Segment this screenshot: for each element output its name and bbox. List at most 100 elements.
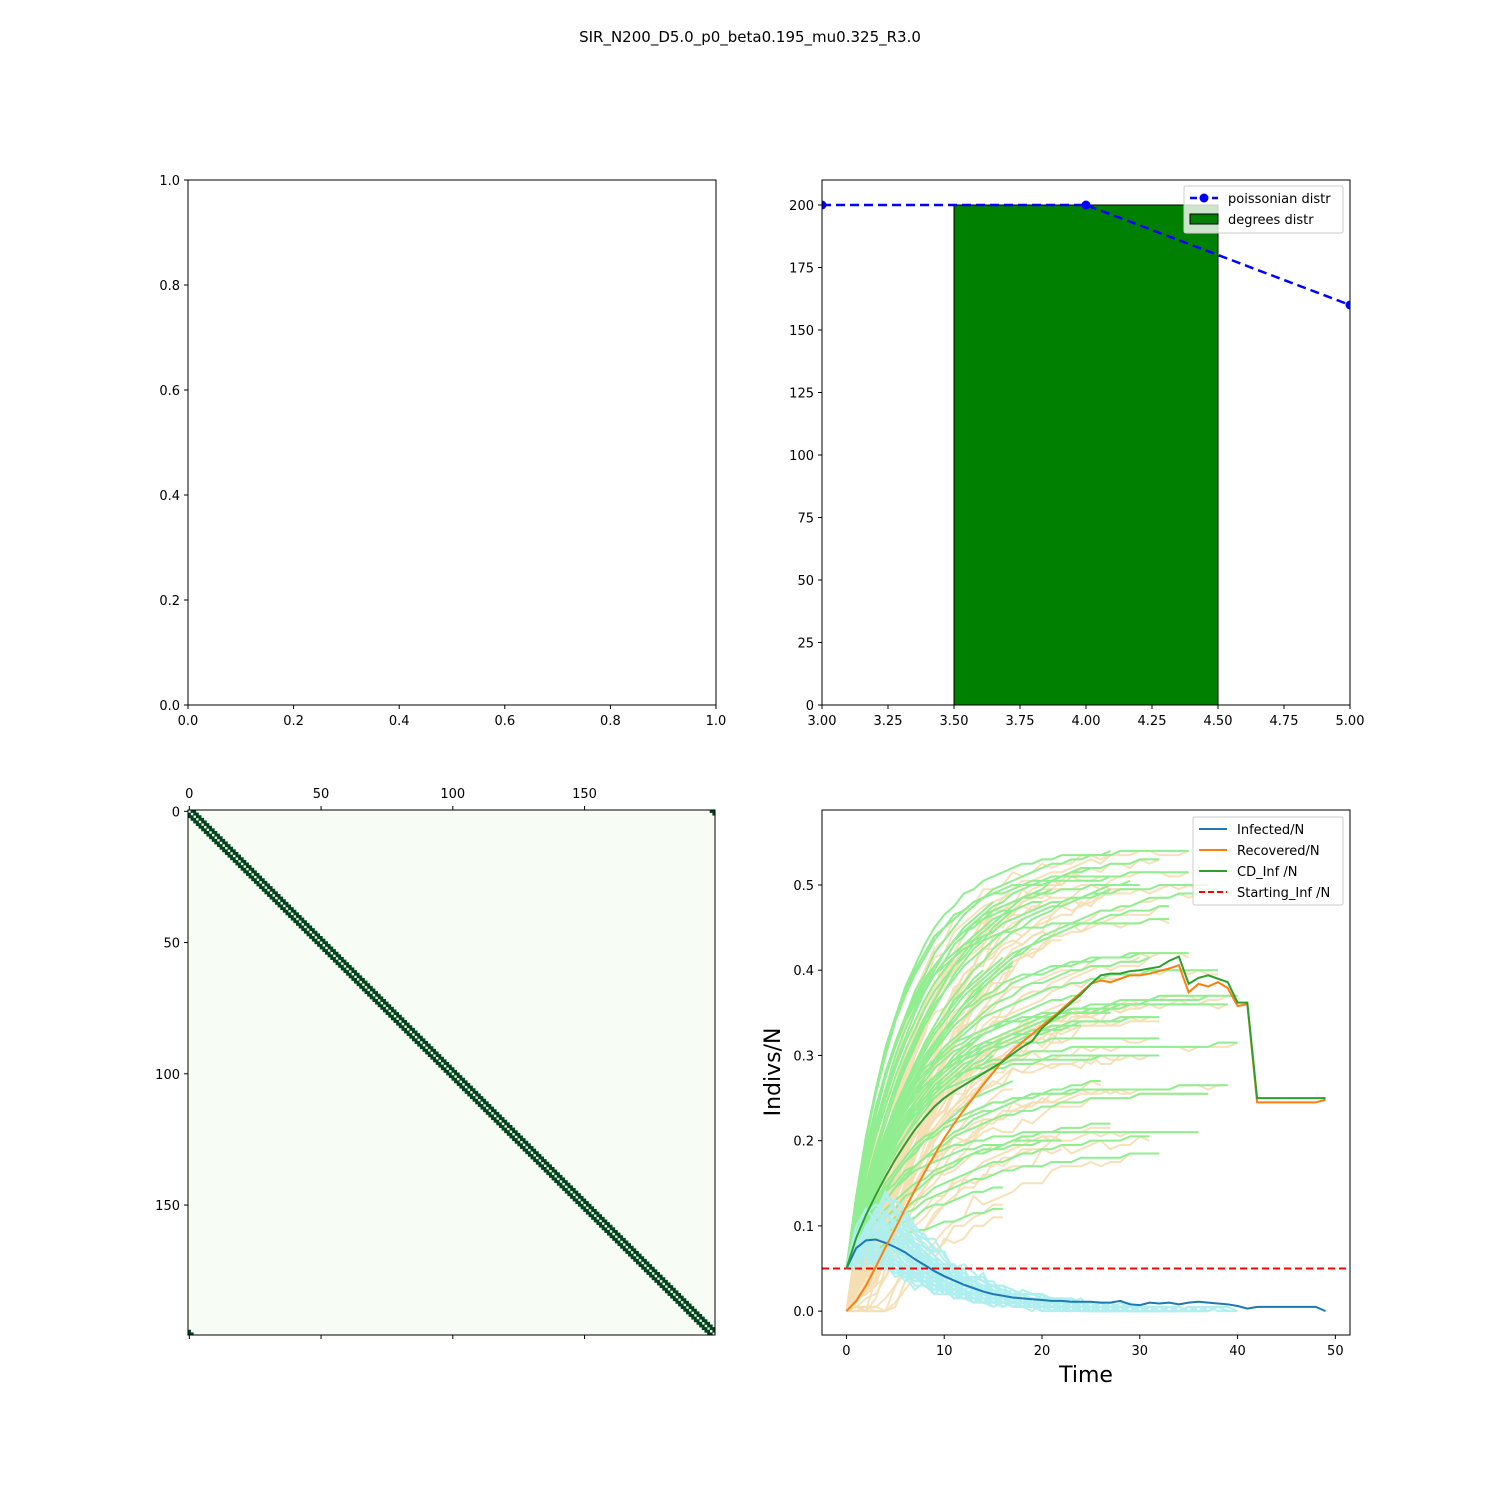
- adjacency-cell: [651, 1274, 655, 1278]
- adjacency-cell: [670, 1287, 674, 1291]
- adjacency-cell: [303, 928, 307, 932]
- adjacency-cell: [678, 1303, 682, 1307]
- sim-infected-line: [845, 1211, 1014, 1299]
- adjacency-cell: [651, 1277, 655, 1281]
- sir-background-runs: [845, 849, 1238, 1313]
- adjacency-cell: [406, 1022, 410, 1026]
- adjacency-cell: [227, 854, 231, 858]
- adjacency-cell: [477, 1093, 481, 1097]
- adjacency-cell: [346, 964, 350, 968]
- adjacency-cell: [277, 896, 281, 900]
- adjacency-cell: [188, 812, 191, 816]
- adjacency-cell: [340, 964, 344, 968]
- adjacency-cell: [625, 1243, 629, 1247]
- adjacency-cell: [659, 1277, 663, 1281]
- adjacency-cell: [462, 1085, 465, 1089]
- adjacency-cell: [712, 1327, 716, 1331]
- adjacency-cell: [625, 1251, 629, 1254]
- degree-x-tick-label: 4.25: [1138, 714, 1167, 729]
- adjacency-cell: [364, 983, 368, 987]
- adjacency-cell: [285, 912, 289, 916]
- adjacency-cell: [483, 1101, 487, 1105]
- degree-legend: poissonian distr degrees distr: [1183, 185, 1344, 234]
- adjacency-cell: [570, 1195, 574, 1199]
- empty-x-tick-label: 1.0: [706, 714, 727, 729]
- adjacency-cell: [435, 1062, 439, 1065]
- empty-y-tick-label: 0.4: [159, 489, 180, 504]
- adjacency-cell: [593, 1211, 597, 1215]
- adjacency-cell: [361, 985, 365, 989]
- adjacency-cell: [396, 1022, 400, 1026]
- adjacency-cell: [691, 1314, 695, 1317]
- adjacency-cell: [548, 1172, 552, 1176]
- adjacency-cell: [588, 1203, 592, 1207]
- adjacency-cell: [604, 1222, 608, 1226]
- adjacency-cell: [638, 1253, 642, 1257]
- adjacency-cell: [570, 1193, 574, 1197]
- adjacency-cell: [293, 917, 297, 921]
- adjacency-cell: [404, 1020, 408, 1023]
- figure-title: SIR_N200_D5.0_p0_beta0.195_mu0.325_R3.0: [579, 28, 921, 47]
- adjacency-cell: [662, 1285, 666, 1289]
- adjacency-cell: [282, 899, 286, 903]
- adjacency-cell: [559, 1182, 563, 1186]
- adjacency-cell: [575, 1193, 579, 1197]
- adjacency-cell: [309, 928, 313, 932]
- adjacency-cell: [356, 983, 360, 987]
- adjacency-cell: [290, 915, 294, 918]
- adjacency-cell: [267, 894, 270, 897]
- adjacency-cell: [577, 1193, 581, 1197]
- adjacency-cell: [680, 1298, 684, 1302]
- adjacency-cell: [232, 859, 236, 863]
- adjacency-cell: [612, 1230, 616, 1233]
- adjacency-cell: [522, 1146, 526, 1149]
- adjacency-cell: [530, 1153, 534, 1157]
- adjacency-cell: [409, 1027, 413, 1031]
- adjacency-cell: [646, 1264, 650, 1268]
- poisson-line: [822, 203, 1350, 307]
- sir-y-tick-label: 0.4: [793, 964, 814, 979]
- adjacency-cell: [190, 810, 194, 813]
- degree-x-tick-label: 4.00: [1072, 714, 1101, 729]
- adjacency-cell: [393, 1017, 397, 1021]
- adjacency-cell: [367, 983, 371, 987]
- sim-cdinf-line: [845, 1003, 1228, 1269]
- poisson-point: [1345, 300, 1350, 310]
- adjacency-cell: [285, 904, 289, 908]
- adjacency-cell: [509, 1125, 513, 1128]
- adjacency-cell: [493, 1117, 497, 1121]
- adjacency-cell: [285, 901, 289, 905]
- adjacency-cell: [319, 943, 323, 947]
- adjacency-cell: [522, 1148, 526, 1152]
- sir-y-tick-label: 0.3: [793, 1049, 814, 1064]
- adjacency-cell: [396, 1014, 400, 1018]
- adjacency-cell: [498, 1122, 502, 1126]
- adjacency-cell: [709, 810, 713, 813]
- adjacency-cell: [293, 909, 297, 913]
- adjacency-cell: [332, 957, 336, 960]
- adjacency-cell: [588, 1206, 592, 1210]
- adjacency-cell: [245, 862, 249, 866]
- adjacency-cell: [235, 854, 239, 858]
- adjacency-cell: [375, 993, 379, 997]
- adjacency-cell: [577, 1201, 581, 1205]
- adjacency-cell: [211, 836, 215, 840]
- adjacency-cell: [491, 1117, 494, 1121]
- adjacency-cell: [491, 1109, 494, 1113]
- adjacency-cell: [522, 1140, 526, 1144]
- adjacency-cell: [667, 1285, 671, 1289]
- adjacency-cell: [509, 1132, 513, 1136]
- adjacency-cell: [274, 901, 278, 905]
- adjacency-cell: [583, 1198, 587, 1202]
- adjacency-cell: [269, 896, 273, 900]
- adjacency-cell: [369, 993, 373, 997]
- adjacency-cell: [446, 1069, 450, 1073]
- adjacency-cell: [216, 833, 220, 837]
- adjacency-cell: [454, 1072, 458, 1076]
- adjacency-cell: [551, 1177, 555, 1181]
- adjacency-cell: [193, 817, 197, 821]
- empty-axes-frame: [187, 179, 717, 706]
- adjacency-cell: [654, 1272, 658, 1275]
- sir-y-tick-label: 0.5: [793, 879, 814, 894]
- adjacency-cell: [501, 1125, 505, 1128]
